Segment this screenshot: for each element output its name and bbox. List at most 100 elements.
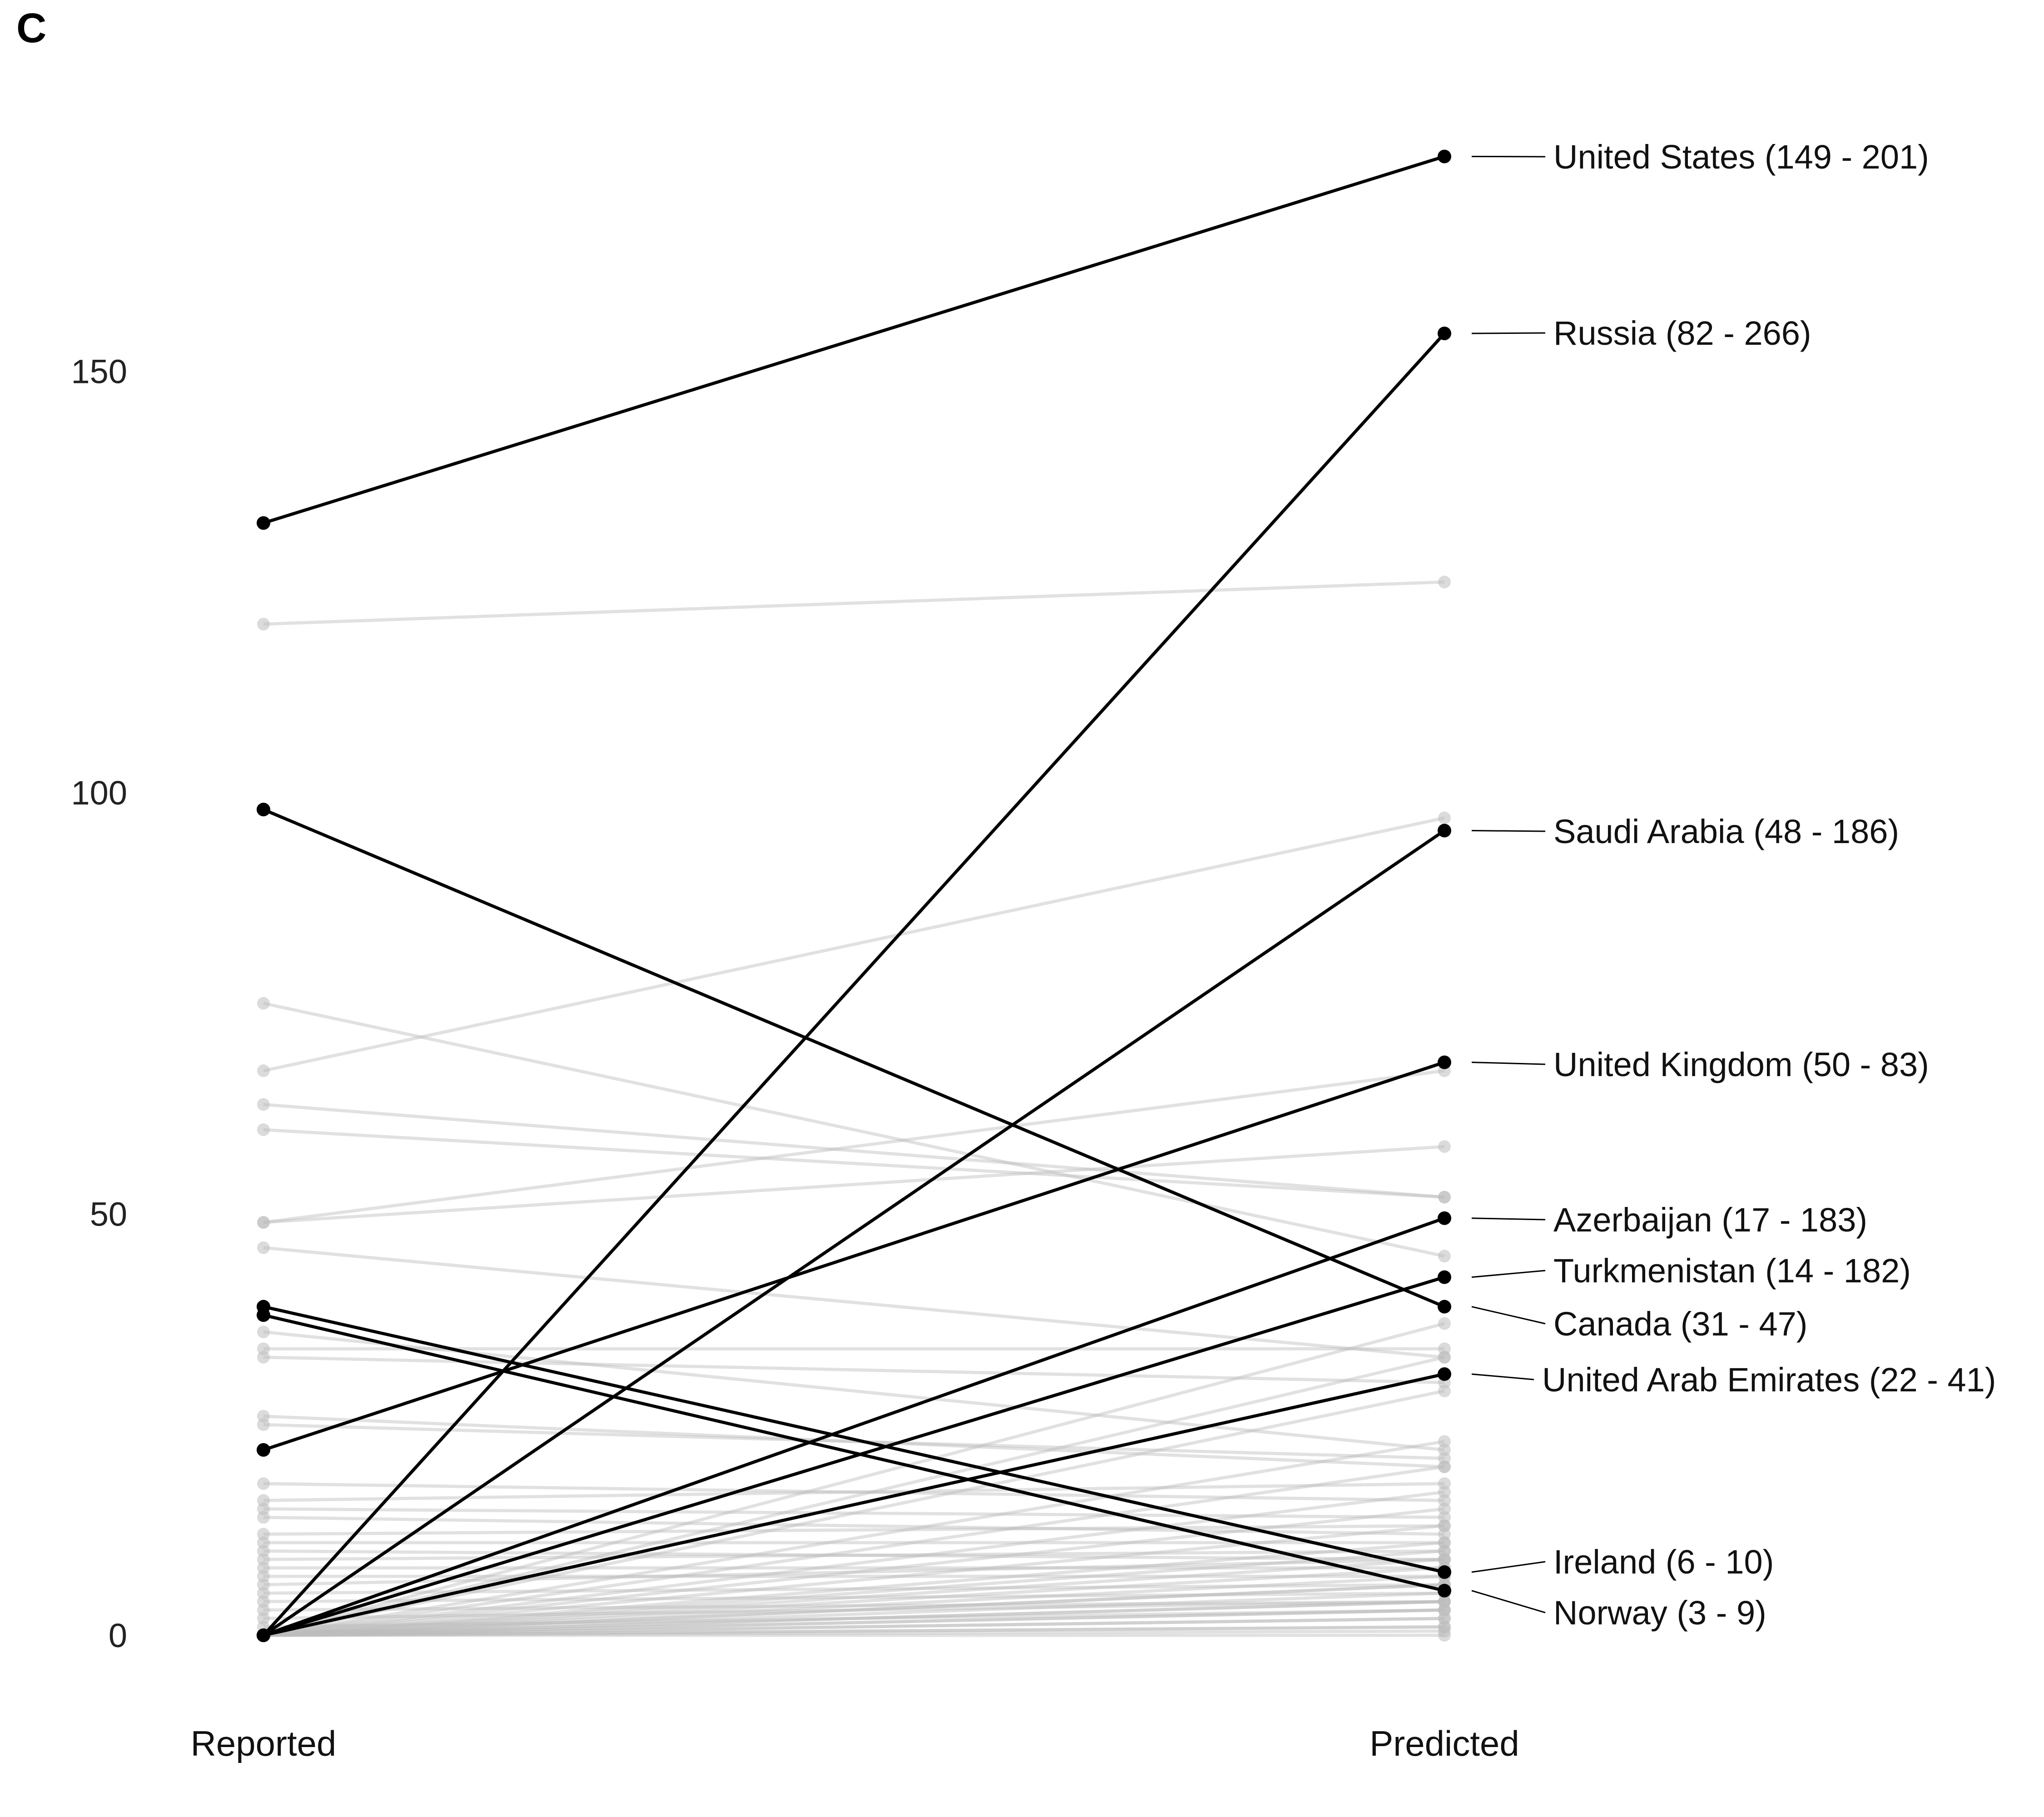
background-point-reported xyxy=(257,1241,270,1254)
series-label-turkmenistan: Turkmenistan (14 - 182) xyxy=(1553,1252,1911,1290)
background-line xyxy=(263,1608,1445,1637)
background-line xyxy=(263,1002,1445,1258)
background-line xyxy=(263,1541,1445,1637)
background-point-reported xyxy=(257,1350,270,1364)
point-predicted-united-states xyxy=(1438,149,1451,164)
background-line xyxy=(263,1617,1445,1637)
y-tick-label: 0 xyxy=(109,1617,127,1654)
background-line xyxy=(263,1617,1445,1637)
background-series-line xyxy=(257,576,1451,630)
background-point-predicted xyxy=(1438,1317,1451,1330)
series-united-states xyxy=(257,149,1451,530)
series-label-ireland: Ireland (6 - 10) xyxy=(1553,1543,1774,1581)
series-norway xyxy=(257,1308,1451,1598)
series-label-norway: Norway (3 - 9) xyxy=(1553,1594,1766,1632)
point-reported-norway xyxy=(257,1308,270,1322)
background-line xyxy=(263,1625,1445,1637)
x-axis-labels: Reported Predicted xyxy=(191,1723,1519,1763)
label-leader-ireland xyxy=(1471,1561,1546,1573)
background-line xyxy=(263,1600,1445,1620)
background-line xyxy=(263,1583,1445,1637)
point-reported-united-states xyxy=(257,516,270,530)
background-point-predicted xyxy=(1438,576,1451,589)
series-united-kingdom xyxy=(257,1055,1451,1457)
series-label-saudi-arabia: Saudi Arabia (48 - 186) xyxy=(1553,813,1899,850)
background-point-reported xyxy=(257,1418,270,1431)
background-line xyxy=(263,1423,1445,1460)
series-line-turkmenistan xyxy=(263,1276,1445,1637)
label-leader-saudi-arabia xyxy=(1471,829,1546,832)
background-line xyxy=(263,1549,1445,1561)
series-label-azerbaijan: Azerbaijan (17 - 183) xyxy=(1553,1201,1867,1239)
series-line-ireland xyxy=(263,1305,1445,1574)
series-label-united-kingdom: United Kingdom (50 - 83) xyxy=(1553,1046,1929,1083)
label-leader-united-kingdom xyxy=(1471,1062,1546,1065)
background-line xyxy=(263,1566,1445,1637)
background-series-line xyxy=(257,1064,1451,1229)
point-predicted-canada xyxy=(1438,1300,1451,1314)
background-line xyxy=(263,1069,1445,1224)
background-point-reported xyxy=(257,1511,270,1524)
background-point-predicted xyxy=(1438,1435,1451,1448)
background-point-reported xyxy=(257,1098,270,1111)
background-point-predicted xyxy=(1438,1140,1451,1153)
background-line xyxy=(263,1583,1445,1637)
background-series-line xyxy=(257,1140,1451,1229)
series-label-united-arab-emirates: United Arab Emirates (22 - 41) xyxy=(1542,1361,1996,1399)
label-leader-united-arab-emirates xyxy=(1471,1373,1534,1380)
background-line xyxy=(263,580,1445,626)
background-line xyxy=(263,1415,1445,1469)
point-predicted-norway xyxy=(1438,1584,1451,1598)
background-line xyxy=(263,1549,1445,1637)
background-series-line xyxy=(257,811,1451,1077)
point-reported-united-arab-emirates xyxy=(257,1628,270,1642)
background-line xyxy=(263,1507,1445,1519)
series-line-united-kingdom xyxy=(263,1061,1445,1452)
background-line xyxy=(263,1246,1445,1359)
y-tick-label: 150 xyxy=(71,353,127,391)
point-reported-canada xyxy=(257,803,270,817)
series-label-canada: Canada (31 - 47) xyxy=(1553,1305,1807,1343)
y-axis: 0 50 100 150 xyxy=(71,353,127,1655)
point-predicted-ireland xyxy=(1438,1565,1451,1579)
background-point-predicted xyxy=(1438,1519,1451,1532)
background-point-reported xyxy=(257,1216,270,1229)
background-point-reported xyxy=(257,1064,270,1077)
background-point-predicted xyxy=(1438,811,1451,824)
background-line xyxy=(263,1507,1445,1637)
background-line xyxy=(263,1591,1445,1604)
background-point-predicted xyxy=(1438,1191,1451,1204)
background-line xyxy=(263,1355,1445,1637)
background-point-reported xyxy=(257,1477,270,1490)
background-line xyxy=(263,1600,1445,1637)
background-point-predicted xyxy=(1438,1350,1451,1364)
background-line xyxy=(263,1440,1445,1637)
background-point-reported xyxy=(257,1123,270,1136)
point-predicted-saudi-arabia xyxy=(1438,824,1451,838)
background-point-predicted xyxy=(1438,1485,1451,1499)
background-line xyxy=(263,1145,1445,1224)
background-line xyxy=(263,1549,1445,1561)
background-series-line xyxy=(257,997,1451,1263)
series-line-azerbaijan xyxy=(263,1216,1445,1637)
background-point-predicted xyxy=(1438,1629,1451,1642)
background-line xyxy=(263,816,1445,1072)
background-series-line xyxy=(257,1123,1451,1204)
series-line-russia xyxy=(262,332,1446,1637)
series-line-united-states xyxy=(263,155,1445,525)
background-line xyxy=(263,1322,1445,1637)
background-line xyxy=(263,1490,1445,1637)
series-label-united-states: United States (149 - 201) xyxy=(1553,138,1929,176)
series-label-russia: Russia (82 - 266) xyxy=(1553,314,1811,352)
background-point-reported xyxy=(257,618,270,630)
background-line xyxy=(263,1558,1445,1637)
point-predicted-azerbaijan xyxy=(1438,1211,1451,1225)
background-line xyxy=(263,1600,1445,1637)
label-leader-united-states xyxy=(1471,155,1546,158)
label-leader-norway xyxy=(1471,1590,1546,1613)
background-point-predicted xyxy=(1438,1385,1451,1398)
x-tick-label-reported: Reported xyxy=(191,1723,337,1763)
x-tick-label-predicted: Predicted xyxy=(1369,1723,1519,1763)
point-predicted-united-kingdom xyxy=(1438,1055,1451,1069)
